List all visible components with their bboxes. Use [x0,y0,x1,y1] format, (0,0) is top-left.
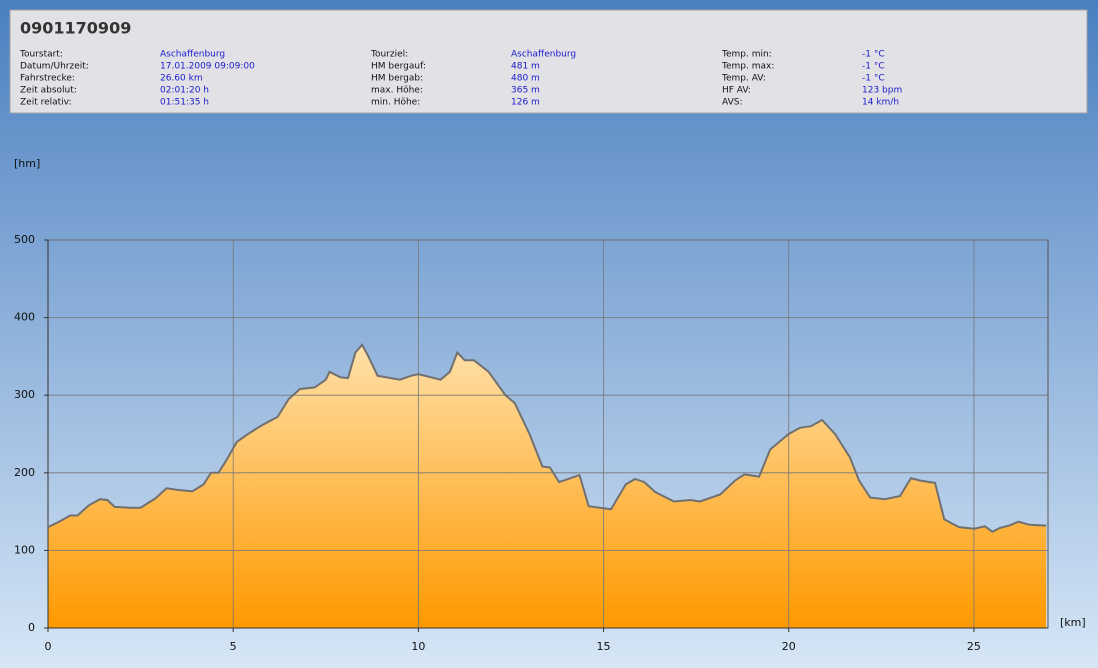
info-label: Zeit absolut: [20,86,77,96]
info-value: -1 °C [862,62,885,72]
info-label: max. Höhe: [371,86,423,96]
x-axis-label: [km] [1060,616,1086,629]
info-label: Temp. max: [721,62,774,72]
info-label: HM bergauf: [371,62,426,72]
info-label: min. Höhe: [371,98,420,108]
x-tick-label: 25 [967,640,981,653]
info-label: Tourstart: [19,50,63,60]
info-value: 01:51:35 h [160,98,209,108]
tour-title: 0901170909 [20,19,131,38]
info-value: Aschaffenburg [160,50,225,60]
x-tick-label: 5 [230,640,237,653]
area-fill [48,344,1047,628]
info-label: HM bergab: [371,74,423,84]
info-value: 17.01.2009 09:09:00 [160,62,255,72]
info-label: Temp. AV: [721,74,766,84]
info-label: Zeit relativ: [20,98,72,108]
info-value: 14 km/h [862,98,899,108]
y-tick-label: 0 [28,621,35,634]
info-value: 126 m [511,98,540,108]
info-value: Aschaffenburg [511,50,576,60]
info-value: 480 m [511,74,540,84]
y-tick-label: 100 [14,543,35,556]
info-label: Datum/Uhrzeit: [20,62,89,72]
y-tick-label: 300 [14,388,35,401]
y-tick-label: 400 [14,311,35,324]
elevation-line [47,343,1047,533]
info-label: Fahrstrecke: [20,74,75,84]
x-tick-label: 20 [782,640,796,653]
x-tick-label: 10 [411,640,425,653]
info-panel [9,9,1088,114]
info-value: 365 m [511,86,540,96]
x-tick-label: 0 [45,640,52,653]
info-value: 123 bpm [862,86,902,96]
info-label: AVS: [722,98,742,108]
y-tick-label: 200 [14,466,35,479]
y-tick-label: 500 [14,233,35,246]
info-label: Temp. min: [721,50,772,60]
y-axis-label: [hm] [14,157,40,170]
info-value: -1 °C [862,50,885,60]
x-tick-label: 15 [597,640,611,653]
info-label: Tourziel: [370,50,408,60]
info-value: 02:01:20 h [160,86,209,96]
info-value: 26.60 km [160,74,203,84]
info-value: -1 °C [862,74,885,84]
info-value: 481 m [511,62,540,72]
info-label: HF AV: [722,86,751,96]
